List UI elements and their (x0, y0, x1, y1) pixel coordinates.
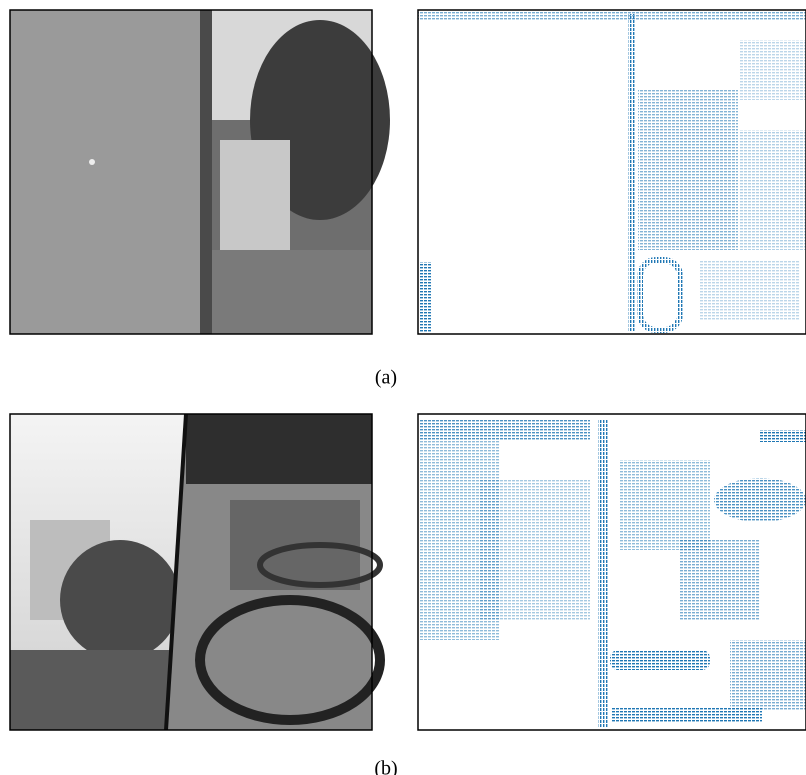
flow-a (418, 10, 806, 334)
flow-b (418, 414, 806, 730)
figure: (a) (b) (0, 0, 806, 775)
panel-label: (a) (375, 367, 397, 389)
page: (a) (b) (() => { const data = JSON.parse… (0, 0, 806, 775)
panel-label: (b) (374, 758, 397, 775)
photo-b (10, 414, 380, 730)
photo-a (10, 10, 390, 334)
